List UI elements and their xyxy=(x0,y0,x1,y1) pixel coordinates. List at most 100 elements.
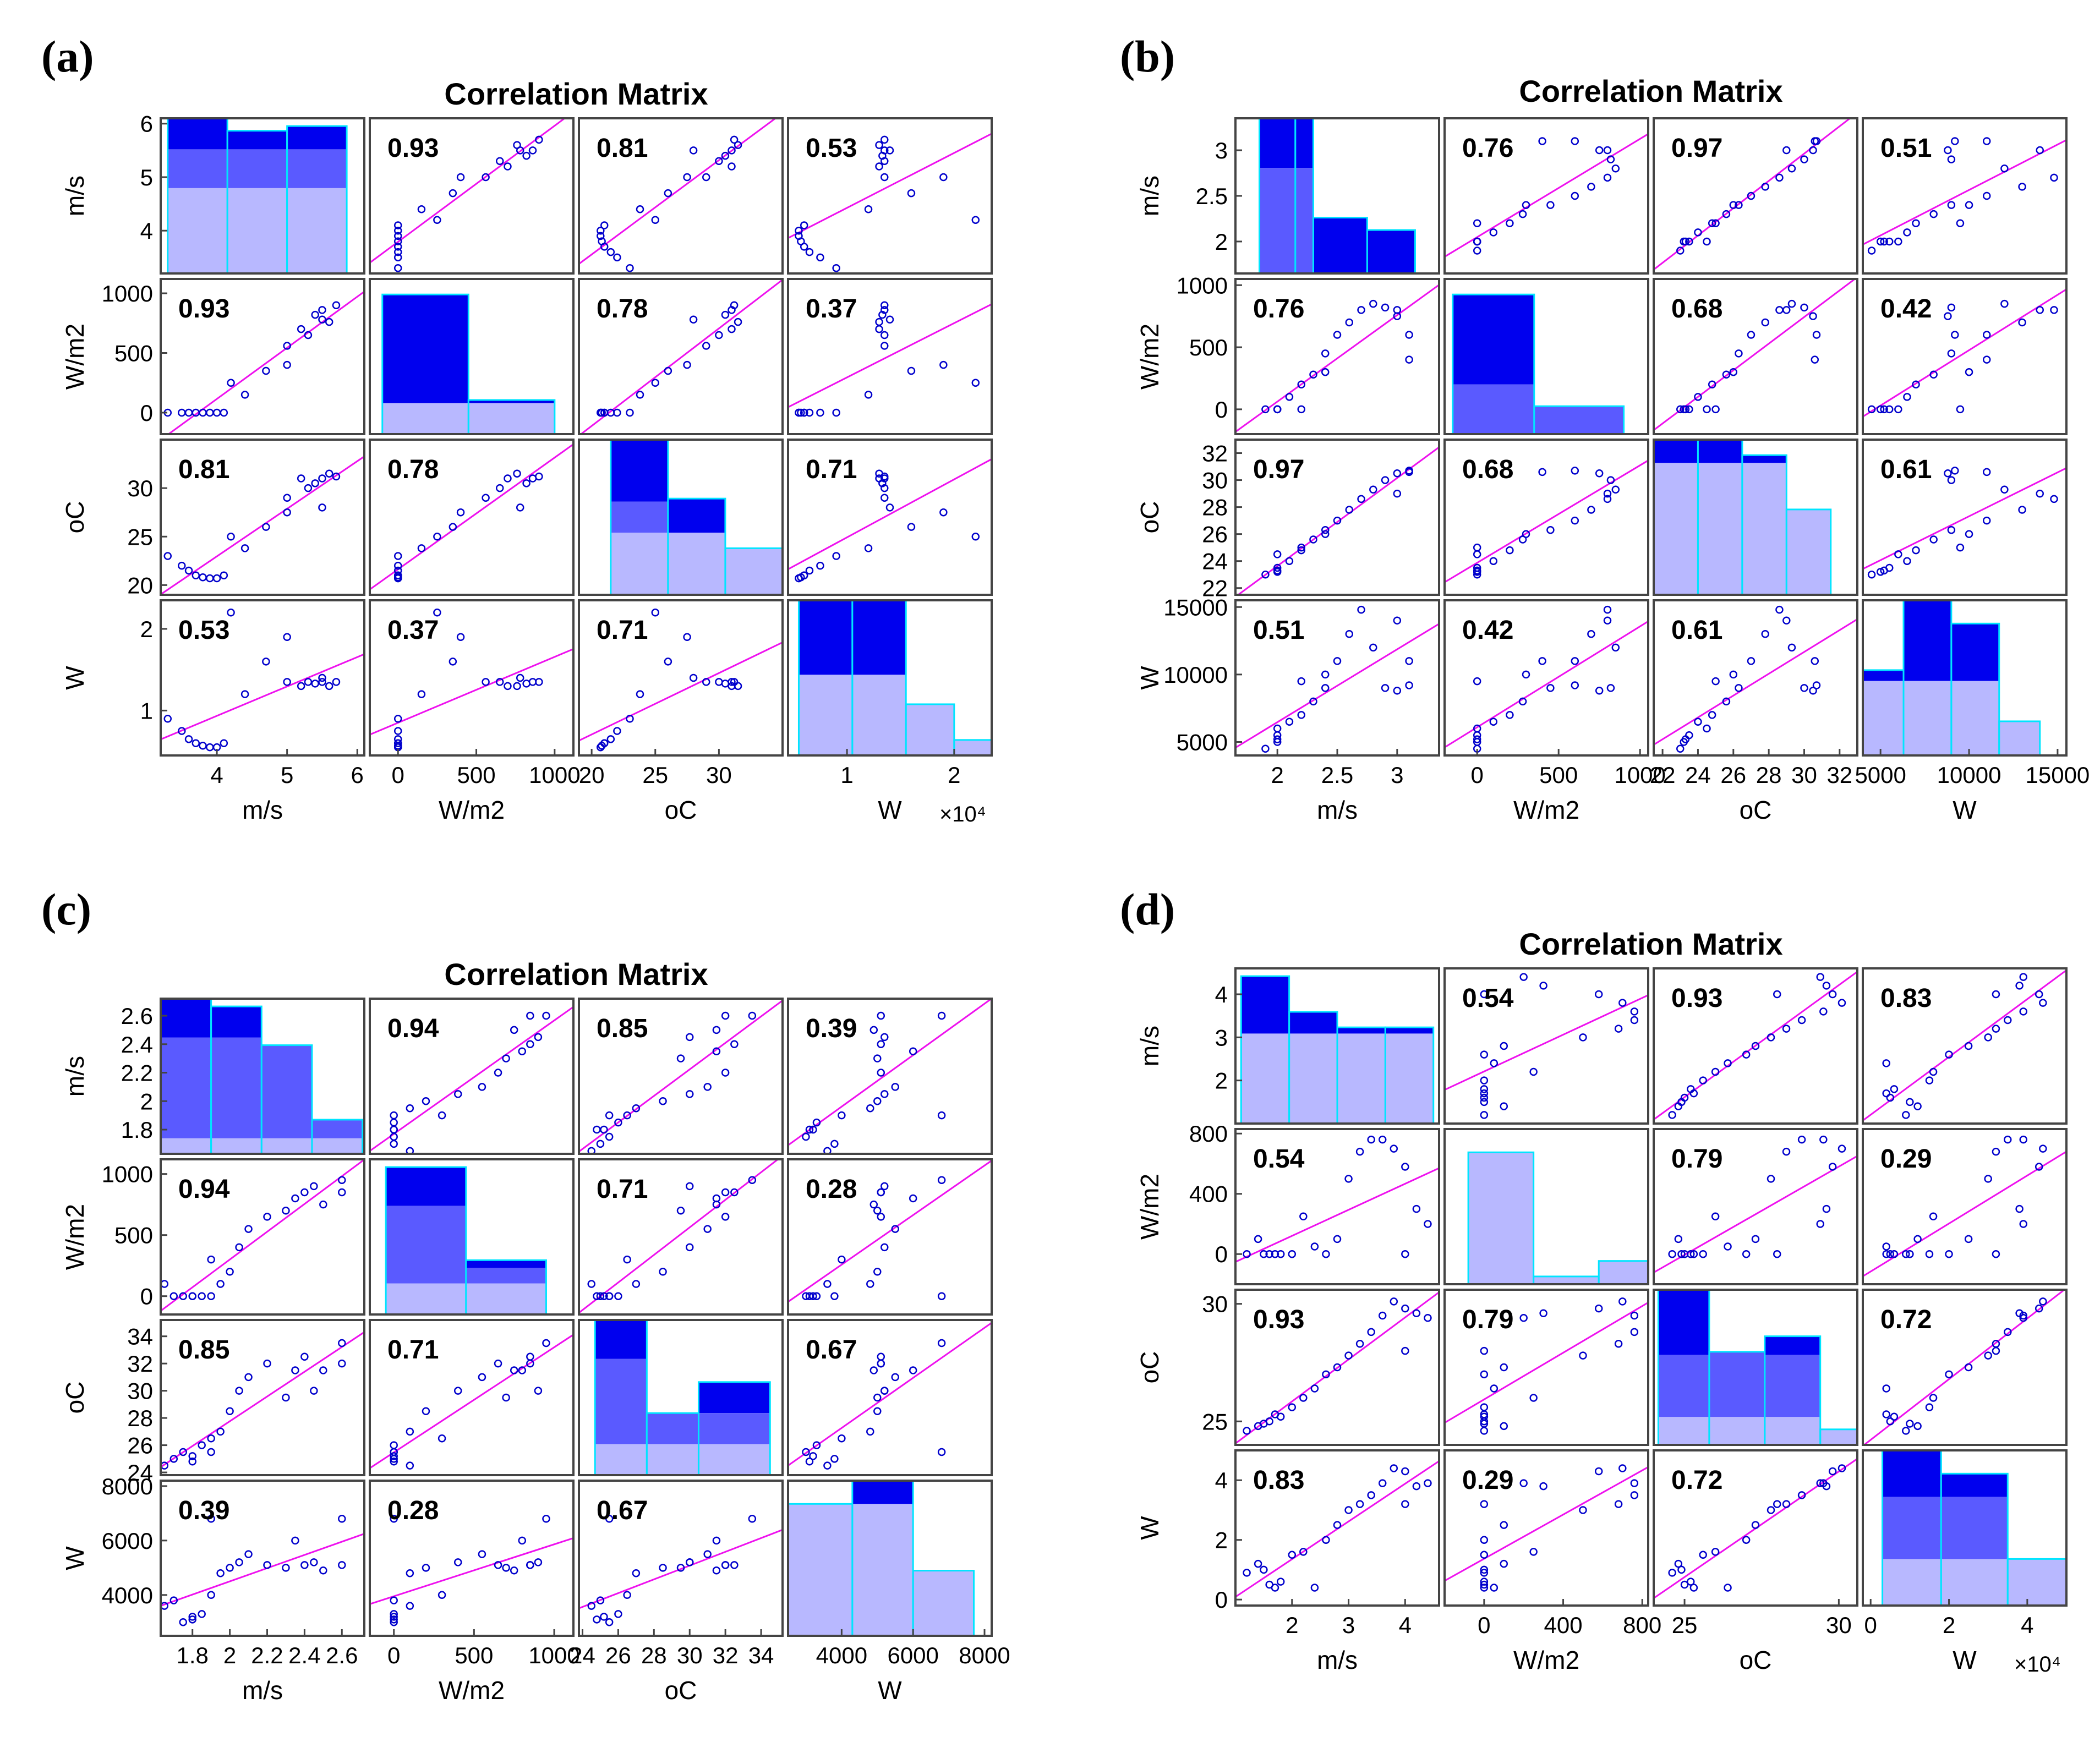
cell-frame xyxy=(369,599,575,757)
x-tick-label: 500 xyxy=(457,762,495,788)
x-tick-label: 2.2 xyxy=(251,1642,283,1668)
scatter-point xyxy=(338,1359,346,1368)
scatter-point xyxy=(188,1613,196,1621)
scatter-point xyxy=(636,690,644,698)
scatter-point xyxy=(283,678,291,686)
scatter-point xyxy=(881,342,889,350)
scatter-point xyxy=(685,1558,694,1566)
scatter-point xyxy=(659,1564,667,1572)
scatter-point xyxy=(332,472,341,481)
scatter-point xyxy=(1867,405,1876,414)
scatter-point xyxy=(1579,1033,1587,1042)
histogram-bar-mid xyxy=(1658,1355,1709,1417)
scatter-point xyxy=(683,633,691,642)
scatter-point xyxy=(178,408,186,417)
y-axis-label: m/s xyxy=(61,176,89,216)
scatter-point xyxy=(390,1515,398,1523)
scatter-point xyxy=(516,673,524,682)
scatter-point xyxy=(482,678,490,686)
cell-content xyxy=(1235,1291,1439,1444)
scatter-point xyxy=(199,741,207,750)
correlation-coefficient: 0.54 xyxy=(1462,984,1514,1013)
correlation-coefficient: 0.79 xyxy=(1671,1144,1722,1174)
x-tick-label: 1 xyxy=(840,762,853,788)
histogram-bar-edge xyxy=(851,600,907,755)
cell-frame xyxy=(160,599,365,757)
scatter-point xyxy=(393,226,402,235)
scatter-point xyxy=(659,1268,667,1276)
scatter-point xyxy=(881,146,889,155)
histogram-bar-top xyxy=(1882,1450,1942,1497)
scatter-point xyxy=(1944,312,1952,320)
scatter-point xyxy=(2036,489,2044,498)
x-axis-exponent: ×10⁴ xyxy=(939,802,986,826)
cell-content xyxy=(1863,969,2066,1121)
histogram-bar-base xyxy=(1764,1417,1820,1445)
cell-frame xyxy=(1653,1449,1858,1607)
scatter-point xyxy=(881,135,889,144)
y-tick-label: 30 xyxy=(127,1378,153,1404)
scatter-point xyxy=(1912,380,1920,389)
histogram-bar-base xyxy=(1941,1559,2008,1606)
x-axis-label: W/m2 xyxy=(439,1676,505,1705)
histogram-bar-mid xyxy=(227,149,287,188)
y-tick-label: 28 xyxy=(127,1405,153,1431)
scatter-point xyxy=(1321,530,1330,538)
histogram-bar-base xyxy=(211,1138,262,1154)
scatter-point xyxy=(1711,219,1720,228)
correlation-coefficient: 0.29 xyxy=(1880,1144,1932,1174)
scatter-point xyxy=(875,141,883,149)
matrix-cell-3-3 xyxy=(578,439,784,596)
x-tick-label: 2.4 xyxy=(288,1642,320,1668)
scatter-point xyxy=(1571,191,1579,200)
scatter-point xyxy=(802,1132,810,1141)
y-tick-label: 0 xyxy=(140,1284,153,1310)
scatter-point xyxy=(453,1090,462,1098)
scatter-point xyxy=(1254,1559,1262,1568)
scatter-point xyxy=(873,1207,882,1215)
histogram-bar-mid xyxy=(1295,168,1314,273)
cell-frame xyxy=(578,1480,784,1637)
scatter-point xyxy=(1687,1250,1695,1258)
scatter-point xyxy=(207,1292,215,1300)
scatter-point xyxy=(325,317,333,326)
x-tick-label: 1000 xyxy=(529,762,580,788)
x-tick-label: 0 xyxy=(1471,762,1484,788)
scatter-point xyxy=(319,1200,327,1209)
scatter-point xyxy=(1929,370,1938,379)
x-axis-label: W xyxy=(1953,1646,1977,1674)
histogram-bar-base xyxy=(1742,463,1787,595)
scatter-point xyxy=(1412,1204,1421,1213)
correlation-coefficient: 0.83 xyxy=(1253,1466,1304,1495)
scatter-point xyxy=(1285,557,1294,565)
scatter-point xyxy=(1880,405,1888,414)
scatter-point xyxy=(188,1458,196,1466)
scatter-point xyxy=(1894,550,1902,558)
y-tick-label: 1000 xyxy=(1177,272,1228,298)
histogram-bar-mid xyxy=(698,1413,770,1444)
scatter-point xyxy=(393,237,402,245)
scatter-point xyxy=(1782,1500,1791,1508)
scatter-point xyxy=(291,1194,299,1203)
scatter-point xyxy=(1992,1147,2000,1156)
scatter-point xyxy=(1944,146,1952,155)
scatter-point xyxy=(866,1427,874,1436)
scatter-point xyxy=(199,408,207,417)
histogram-bar-edge xyxy=(381,293,469,434)
scatter-point xyxy=(262,523,270,531)
correlation-coefficient: 0.71 xyxy=(597,616,648,645)
y-tick-label: 0 xyxy=(1215,1241,1228,1267)
scatter-point xyxy=(877,1011,885,1020)
histogram-bar-top xyxy=(382,294,469,403)
scatter-point xyxy=(1393,306,1402,314)
scatter-point xyxy=(1595,469,1604,478)
cell-content xyxy=(385,1166,547,1314)
histogram-bar-top xyxy=(1385,1027,1434,1034)
scatter-point xyxy=(907,523,916,531)
scatter-point xyxy=(877,1213,885,1221)
scatter-point xyxy=(1490,1384,1499,1393)
histogram-bar-top xyxy=(468,399,555,403)
scatter-point xyxy=(325,682,333,691)
scatter-point xyxy=(1390,1297,1398,1306)
cell-frame xyxy=(160,117,365,275)
